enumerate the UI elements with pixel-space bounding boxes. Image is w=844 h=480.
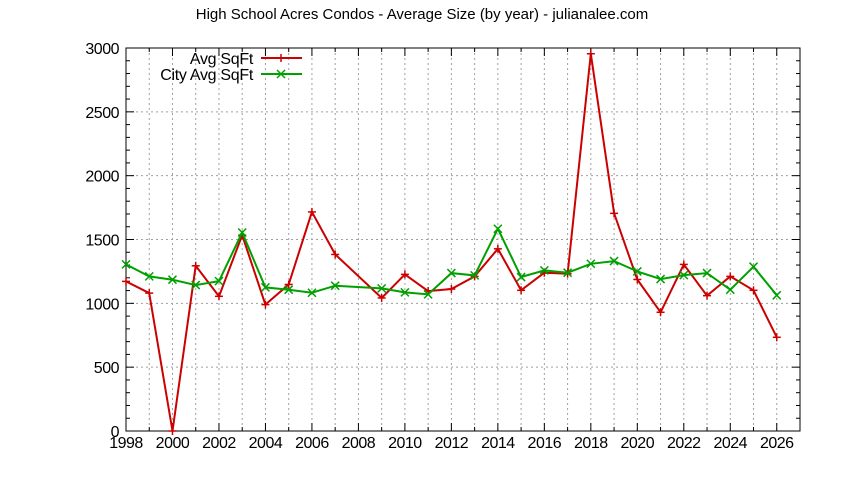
legend-label: Avg SqFt: [190, 51, 254, 68]
data-point-markers: [121, 224, 782, 300]
x-tick-label: 2002: [202, 435, 236, 452]
grid-lines: [126, 48, 800, 431]
axes: 0 500 1000 1500 2000 2500 3000 1998 2000 2002 2004…: [85, 41, 801, 452]
x-tick-label: 2022: [667, 435, 701, 452]
x-tick-label: 2024: [713, 435, 747, 452]
x-tick-label: 2008: [342, 435, 376, 452]
y-tick-label: 500: [94, 360, 120, 377]
y-tick-label: 2000: [85, 169, 119, 186]
x-tick-label: 2012: [435, 435, 469, 452]
x-tick-label: 2020: [621, 435, 655, 452]
x-tick-label: 2016: [528, 435, 562, 452]
legend-label: City Avg SqFt: [160, 67, 254, 84]
chart-title: High School Acres Condos - Average Size …: [196, 6, 648, 23]
y-tick-label: 3000: [85, 41, 119, 58]
x-tick-label: 2010: [388, 435, 422, 452]
data-point-markers: [122, 49, 781, 435]
x-tick-label: 2000: [156, 435, 190, 452]
data-series: [121, 49, 782, 435]
series-line: [125, 226, 778, 296]
y-tick-label: 1500: [85, 233, 119, 250]
y-tick-label: 0: [111, 424, 120, 441]
series-line: [125, 53, 778, 432]
series-city-avg-sqft: [121, 224, 782, 300]
x-tick-label: 2026: [760, 435, 794, 452]
x-tick-label: 2018: [574, 435, 608, 452]
x-tick-label: 2006: [295, 435, 329, 452]
y-tick-label: 2500: [85, 105, 119, 122]
x-tick-label: 2004: [249, 435, 283, 452]
legend-item: Avg SqFt: [190, 51, 302, 68]
x-tick-label: 1998: [109, 435, 143, 452]
legend-item: City Avg SqFt: [160, 67, 302, 84]
y-tick-label: 1000: [85, 296, 119, 313]
series-avg-sqft: [122, 49, 781, 435]
x-tick-label: 2014: [481, 435, 515, 452]
